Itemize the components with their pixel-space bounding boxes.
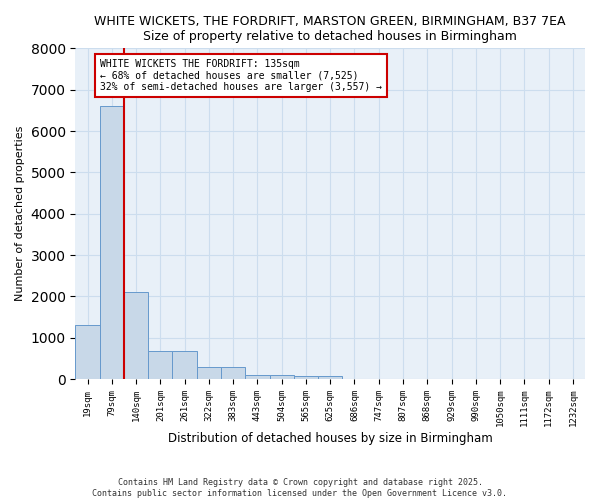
Bar (318, 376, 343, 379)
Text: WHITE WICKETS THE FORDRIFT: 135sqm
← 68% of detached houses are smaller (7,525)
: WHITE WICKETS THE FORDRIFT: 135sqm ← 68%… (100, 58, 382, 92)
X-axis label: Distribution of detached houses by size in Birmingham: Distribution of detached houses by size … (168, 432, 493, 445)
Bar (245, 374, 269, 379)
Bar (124, 292, 148, 379)
Bar (172, 351, 197, 379)
Bar (221, 367, 245, 379)
Bar (148, 351, 172, 379)
Text: Contains HM Land Registry data © Crown copyright and database right 2025.
Contai: Contains HM Land Registry data © Crown c… (92, 478, 508, 498)
Bar (197, 366, 221, 379)
Bar (269, 374, 294, 379)
Bar (100, 106, 124, 379)
Bar (76, 324, 100, 379)
Bar (294, 376, 318, 379)
Y-axis label: Number of detached properties: Number of detached properties (15, 126, 25, 302)
Title: WHITE WICKETS, THE FORDRIFT, MARSTON GREEN, BIRMINGHAM, B37 7EA
Size of property: WHITE WICKETS, THE FORDRIFT, MARSTON GRE… (94, 15, 566, 43)
